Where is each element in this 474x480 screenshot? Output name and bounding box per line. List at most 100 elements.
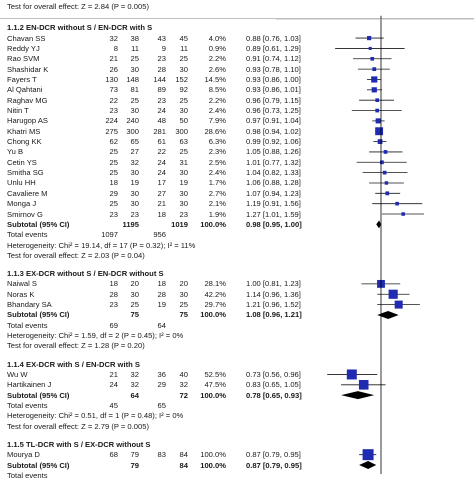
ci-text: 1.05 [0.88, 1.26] [246,147,301,157]
events-2: 144 [153,74,166,84]
events-2: 36 [157,369,166,379]
weight: 2.3% [208,147,226,157]
subgroup-title: 1.1.4 EX-DCR with S / EN-DCR with S [7,359,140,369]
subgroup-title: 1.1.5 TL-DCR with S / EX-DCR without S [7,439,151,449]
ci-text: 0.93 [0.86, 1.00] [246,74,301,84]
weight: 0.9% [208,43,226,53]
subtotal-diamond [359,461,377,470]
events-1: 18 [109,178,118,188]
study-name: Raghav MG [7,95,48,105]
point-estimate-square [371,76,378,83]
events-2: 24 [157,157,166,167]
total-1: 20 [130,279,139,289]
total-2: 300 [175,126,188,136]
events-1: 224 [105,116,118,126]
events-2: 18 [157,279,166,289]
events-1: 275 [105,126,118,136]
total-2: 11 [180,43,188,53]
study-name: Naiwal S [7,279,37,289]
events-2: 61 [157,137,166,147]
subtotal-label: Subtotal (95% CI) [7,310,70,320]
total-events-label: Total events [7,230,48,240]
events-1: 21 [109,54,118,64]
point-estimate-square [388,289,398,299]
point-estimate-square [375,98,380,103]
point-estimate-square [371,87,377,93]
events-2: 22 [157,147,166,157]
total-2: 23 [179,209,188,219]
total-2: 25 [179,147,188,157]
point-estimate-square [394,300,403,309]
ci-text: 0.96 [0.73, 1.25] [246,106,301,116]
events-2: 48 [157,116,166,126]
subtotal-diamond [376,220,381,229]
ci-text: 0.88 [0.76, 1.03] [246,33,301,43]
study-name: Noras K [7,289,35,299]
point-estimate-square [375,118,381,124]
heterogeneity-text: Heterogeneity: Chi² = 19.14, df = 17 (P … [7,240,196,250]
events-2: 24 [157,168,166,178]
weight: 47.5% [204,380,226,390]
total-2: 40 [179,369,188,379]
total-events-label: Total events [7,401,48,410]
total-events-1: 45 [109,401,118,410]
total-1: 30 [130,106,139,116]
weight: 6.3% [208,137,226,147]
weight: 2.7% [208,188,226,198]
ci-text: 0.96 [0.79, 1.15] [246,95,301,105]
ci-text: 1.21 [0.96, 1.52] [246,300,301,310]
study-name: Reddy YJ [7,43,40,53]
total-1: 240 [126,116,139,126]
total-2: 30 [179,64,188,74]
events-1: 22 [109,95,118,105]
total-1: 32 [130,380,139,390]
total-1: 79 [130,450,139,460]
total-2: 30 [179,289,188,299]
point-estimate-square [380,160,384,165]
events-1: 26 [109,64,118,74]
study-name: Nitin T [7,106,29,116]
point-estimate-square [377,139,383,144]
ci-text: 1.04 [0.82, 1.33] [246,168,301,178]
events-2: 281 [153,126,166,136]
events-1: 25 [109,168,118,178]
ci-text: 0.93 [0.86, 1.01] [246,85,301,95]
subtotal-ci: 0.78 [0.65, 0.93] [246,390,302,400]
events-1: 130 [105,74,118,84]
total-1: 25 [130,300,139,310]
events-1: 21 [109,369,118,379]
ci-text: 0.73 [0.56, 0.96] [246,369,301,379]
total-events-label: Total events [7,320,48,330]
weight: 2.1% [208,199,226,209]
weight: 2.5% [208,157,226,167]
subtotal-n1: 75 [130,310,139,320]
subtotal-n2: 84 [179,460,188,470]
total-events-2: 956 [153,230,166,240]
subtotal-label: Subtotal (95% CI) [7,219,70,229]
point-estimate-square [367,35,372,41]
ci-text: 1.07 [0.94, 1.23] [246,188,301,198]
total-1: 65 [130,137,139,147]
weight: 2.4% [208,106,226,116]
subtotal-ci: 0.87 [0.79, 0.95] [246,460,302,470]
total-1: 30 [130,188,139,198]
events-1: 8 [113,43,118,53]
subtotal-label: Subtotal (95% CI) [7,460,70,470]
weight: 2.2% [208,54,226,64]
study-name: Bhandary SA [7,300,52,310]
point-estimate-square [368,46,372,50]
weight: 29.7% [204,300,226,310]
ci-text: 0.83 [0.65, 1.05] [246,380,301,390]
total-2: 30 [179,168,188,178]
events-2: 89 [157,85,166,95]
total-1: 30 [130,64,139,74]
total-1: 23 [130,209,139,219]
weight: 28.1% [204,279,226,289]
events-1: 25 [109,157,118,167]
total-events-1: 1097 [101,230,118,240]
total-2: 30 [179,106,188,116]
events-2: 23 [157,95,166,105]
point-estimate-square [375,108,380,113]
ci-text: 1.00 [0.81, 1.23] [246,279,301,289]
weight: 1.9% [208,209,226,219]
